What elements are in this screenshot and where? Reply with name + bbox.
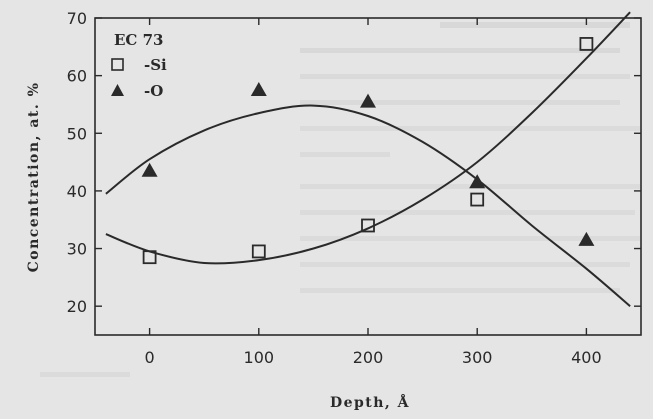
bleed-line — [300, 48, 620, 53]
si-data-point — [142, 250, 157, 265]
bleed-line — [300, 236, 640, 241]
si-fit-curve — [105, 11, 631, 265]
x-tick-label: 0 — [145, 348, 155, 367]
si-data-point — [470, 192, 485, 207]
bleed-line — [300, 126, 640, 131]
x-axis-title: Depth, Å — [330, 393, 410, 411]
x-tick-label: 400 — [571, 348, 602, 367]
bleed-line — [40, 372, 130, 377]
si-data-point — [579, 37, 594, 51]
legend: EC 73 -Si -O — [111, 31, 167, 100]
y-tick-label: 70 — [67, 9, 87, 28]
data-markers — [141, 37, 595, 265]
y-axis-title: Concentration, at. % — [26, 82, 42, 273]
bleed-line — [300, 152, 390, 157]
si-data-point — [361, 218, 375, 233]
o-fit-curve — [105, 104, 631, 307]
y-tick-label: 60 — [67, 67, 87, 86]
o-data-point — [469, 174, 486, 189]
legend-triangle-icon — [111, 84, 124, 96]
x-axis-ticks: 0 100 200 300 400 — [145, 18, 602, 367]
y-tick-label: 30 — [67, 240, 87, 259]
y-tick-label: 20 — [67, 297, 87, 316]
o-data-point — [360, 93, 376, 108]
o-data-point — [578, 231, 595, 246]
bleed-line — [440, 22, 630, 28]
bleed-line — [300, 262, 630, 267]
bleed-through-text — [40, 22, 640, 377]
legend-label-o: -O — [144, 82, 163, 100]
plot-border — [94, 17, 642, 336]
legend-label-si: -Si — [144, 56, 167, 74]
x-tick-label: 200 — [353, 348, 384, 367]
bleed-line — [300, 210, 635, 215]
x-tick-label: 300 — [462, 348, 493, 367]
si-data-point — [251, 244, 266, 259]
fit-curves — [105, 11, 631, 307]
bleed-line — [300, 100, 620, 105]
bleed-line — [300, 74, 630, 79]
bleed-line — [300, 288, 620, 293]
legend-title: EC 73 — [114, 31, 163, 49]
y-tick-label: 50 — [67, 124, 87, 143]
y-axis-ticks: 20 30 40 50 60 70 — [67, 9, 641, 316]
bleed-line — [300, 184, 640, 189]
o-data-point — [141, 162, 158, 177]
x-tick-label: 100 — [244, 348, 275, 367]
y-tick-label: 40 — [67, 182, 87, 201]
plot-area — [94, 17, 642, 336]
legend-square-icon — [111, 58, 124, 71]
o-data-point — [250, 82, 267, 97]
